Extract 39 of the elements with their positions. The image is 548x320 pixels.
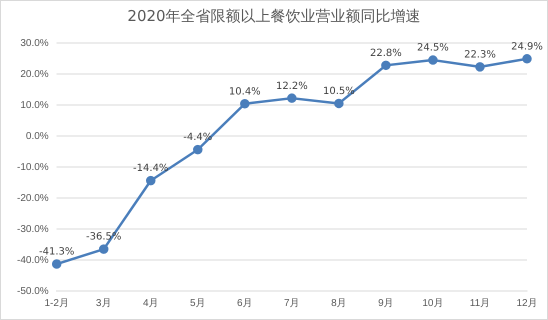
x-tick-label: 12月 xyxy=(516,298,538,309)
y-tick-label: -40.0% xyxy=(16,254,49,266)
data-label: 12.2% xyxy=(276,80,308,92)
point xyxy=(428,55,438,65)
x-tick-label: 4月 xyxy=(142,298,159,309)
y-tick-label: -20.0% xyxy=(16,192,49,204)
data-label: 22.8% xyxy=(370,48,402,59)
point xyxy=(475,62,485,72)
point xyxy=(381,60,391,70)
data-label: -14.4% xyxy=(133,163,168,174)
point xyxy=(240,99,250,109)
point xyxy=(287,93,297,103)
y-tick-label: 20.0% xyxy=(20,68,49,80)
x-tick-label: 6月 xyxy=(237,298,253,309)
y-tick-label: 10.0% xyxy=(20,100,49,111)
y-tick-label: -10.0% xyxy=(16,162,49,173)
point xyxy=(334,98,344,108)
x-tick-label: 11月 xyxy=(470,298,490,309)
x-tick-label: 9月 xyxy=(378,298,394,309)
x-tick-label: 5月 xyxy=(190,298,206,309)
point xyxy=(146,176,156,186)
y-tick-label: 0.0% xyxy=(26,130,49,142)
point xyxy=(193,144,203,154)
x-tick-label: 7月 xyxy=(284,298,300,309)
point xyxy=(522,54,532,64)
data-label: 22.3% xyxy=(464,49,496,60)
data-label: 24.9% xyxy=(511,41,543,52)
y-tick-label: 30.0% xyxy=(20,38,49,49)
data-label: 10.4% xyxy=(228,86,261,98)
y-tick-label: -30.0% xyxy=(16,224,49,235)
y-tick-label: -50.0% xyxy=(16,286,49,297)
x-tick-label: 1-2月 xyxy=(44,298,69,309)
x-tick-label: 8月 xyxy=(331,298,347,309)
point xyxy=(98,244,108,254)
x-tick-label: 10月 xyxy=(422,298,444,309)
chart-title: 2020年全省限额以上餐饮业营业额同比增速 xyxy=(126,7,422,26)
x-tick-label: 3月 xyxy=(96,298,112,309)
point xyxy=(52,259,62,269)
data-label: 24.5% xyxy=(417,42,449,54)
